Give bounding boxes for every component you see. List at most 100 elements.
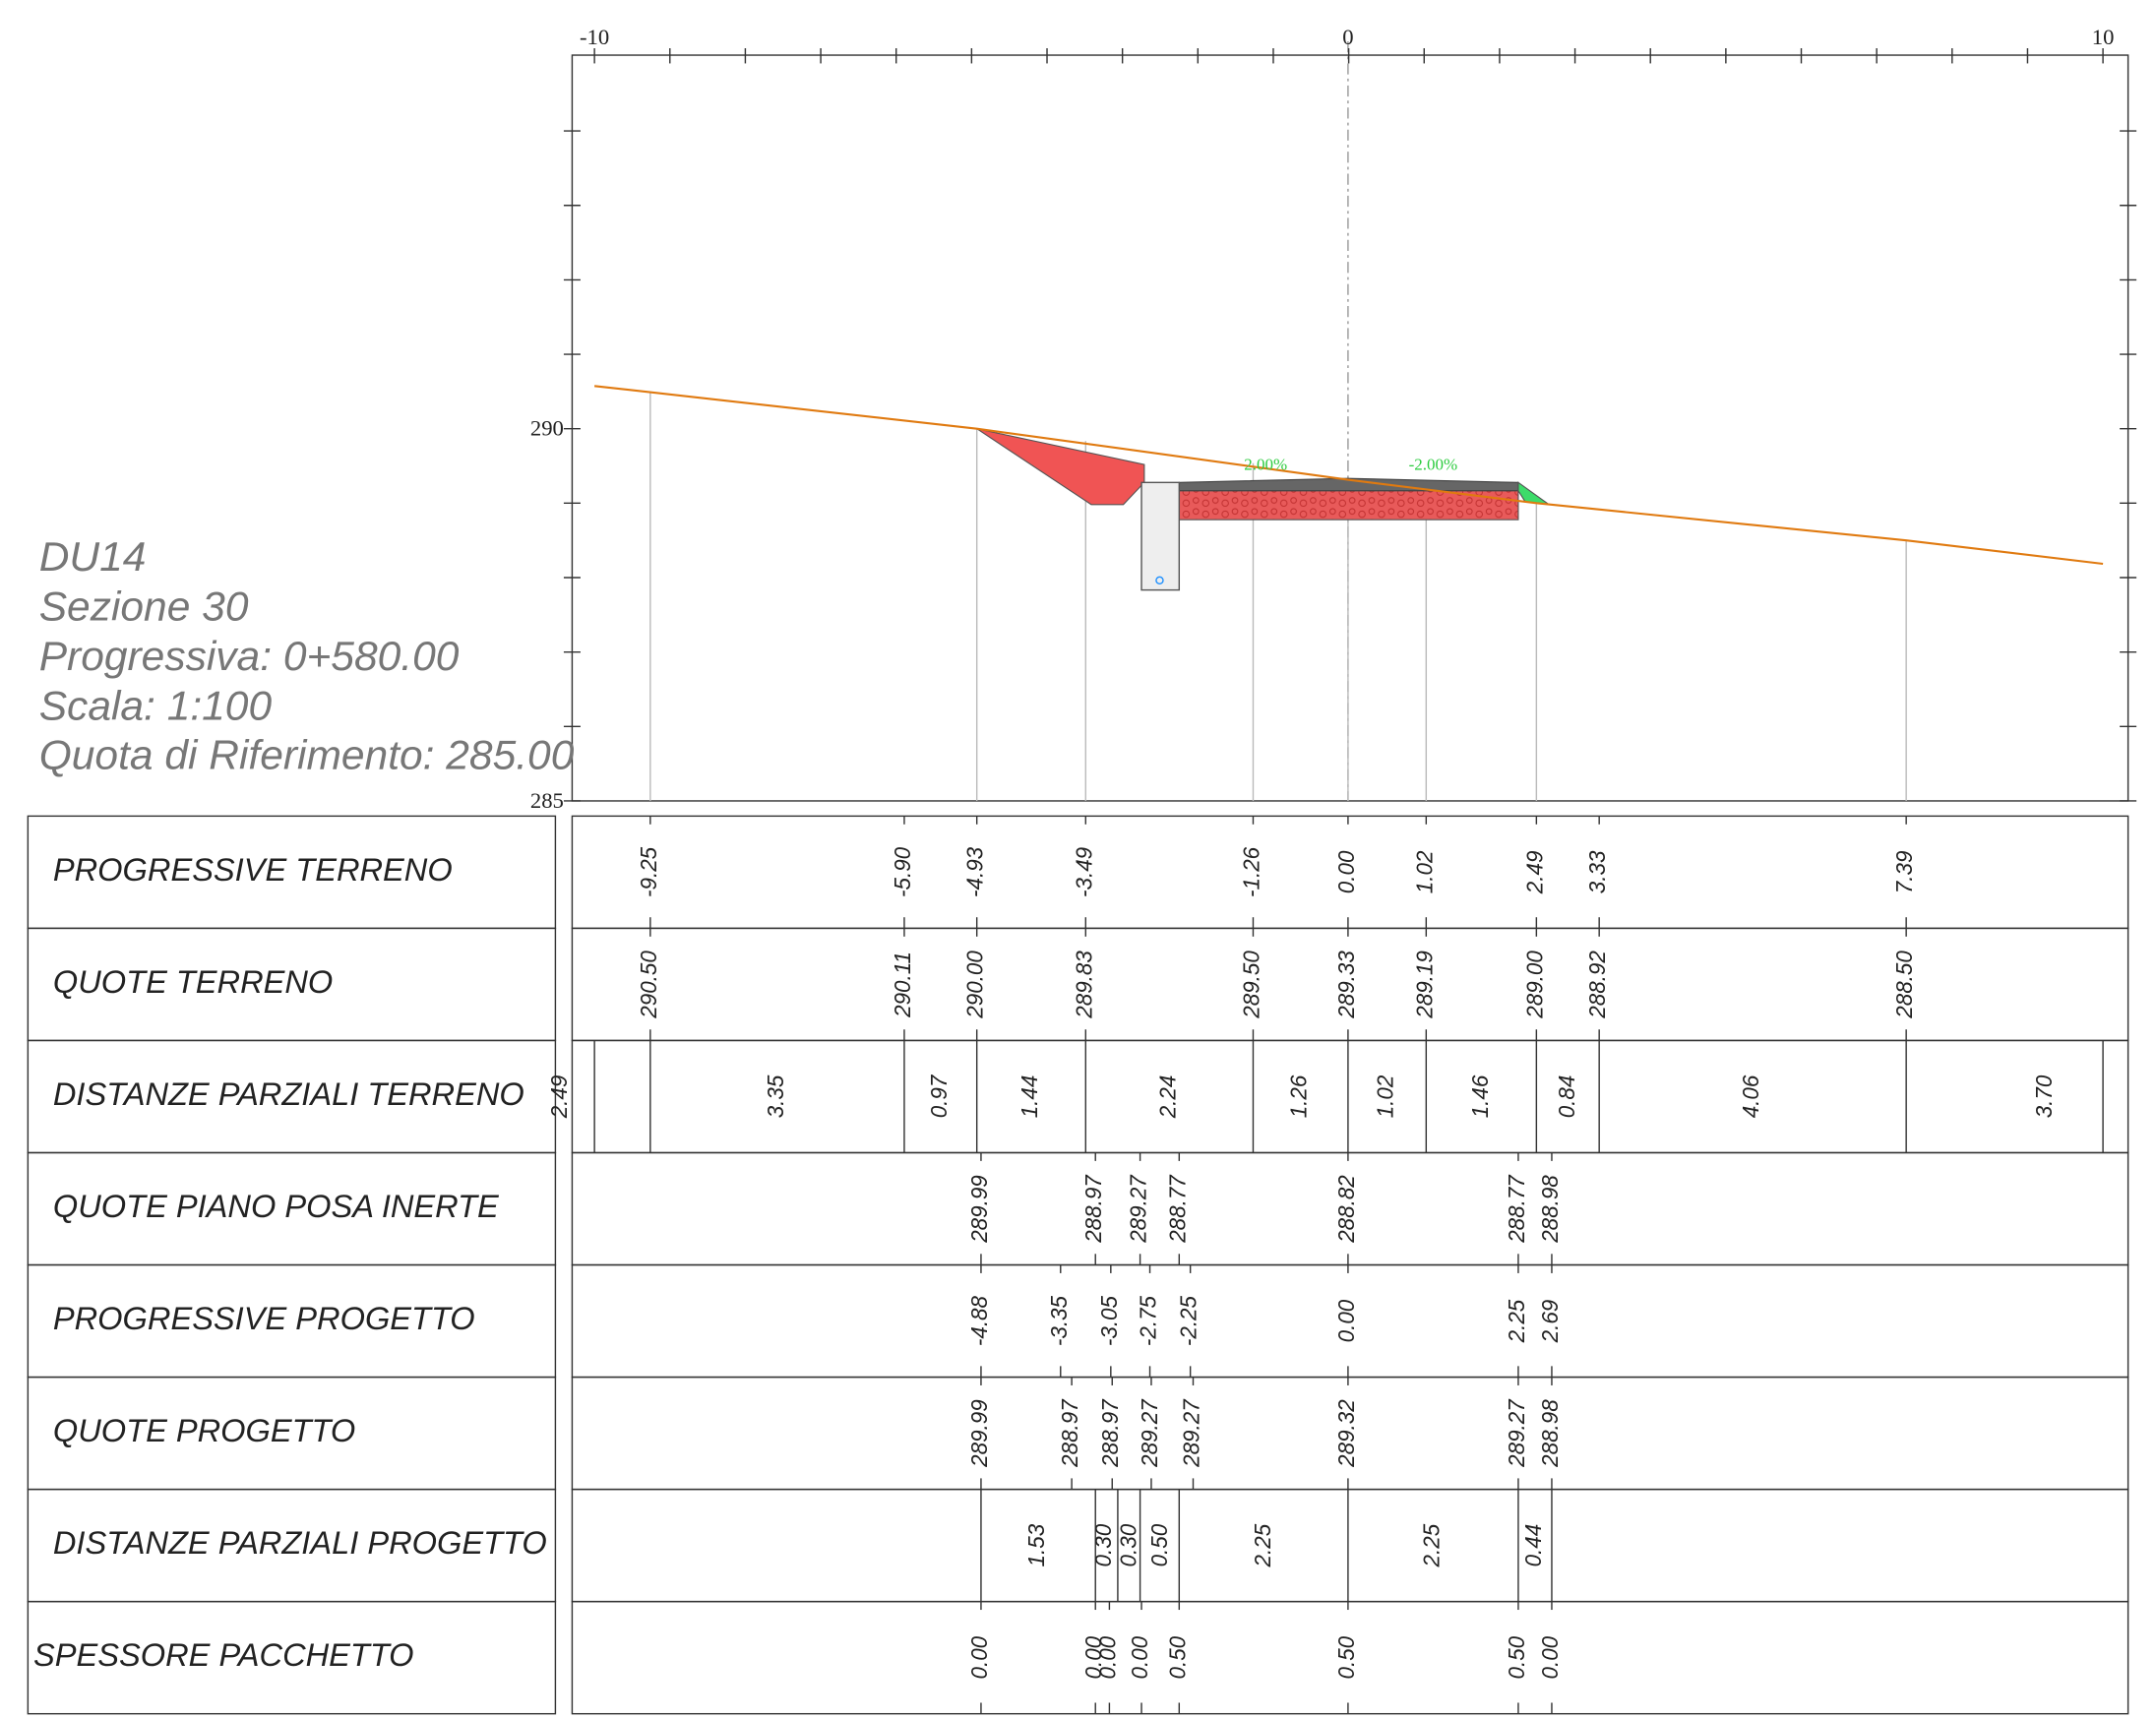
row-value: 289.27 [1179, 1398, 1203, 1468]
row-label: QUOTE TERRENO [53, 964, 333, 1000]
info-line: DU14 [39, 533, 147, 580]
row-value: 290.50 [637, 951, 661, 1019]
vertical-lines [649, 393, 1907, 801]
row-value: 288.77 [1505, 1174, 1529, 1244]
row-value: 289.99 [967, 1175, 992, 1244]
row-value: 289.83 [1072, 951, 1096, 1019]
row-value: 0.50 [1147, 1523, 1172, 1566]
row-value-cell [571, 1488, 2129, 1603]
row-value: 288.77 [1165, 1174, 1190, 1244]
row-value: 0.00 [1334, 1299, 1359, 1342]
row-label: DISTANZE PARZIALI TERRENO [53, 1076, 524, 1112]
row-value: 290.00 [963, 951, 988, 1019]
row-value: 0.00 [1334, 850, 1359, 893]
row-value: 288.97 [1058, 1398, 1082, 1468]
cut-area [976, 428, 1145, 506]
x-axis-label: 0 [1342, 25, 1353, 49]
info-line: Progressiva: 0+580.00 [39, 633, 460, 679]
terrain-line [594, 385, 2104, 566]
row-value: -2.25 [1177, 1296, 1201, 1347]
curb [1140, 481, 1181, 591]
base-layer [1178, 490, 1519, 521]
row-value: -9.25 [637, 846, 661, 897]
row-label: DISTANZE PARZIALI PROGETTO [53, 1525, 547, 1561]
row-value: -3.35 [1047, 1296, 1072, 1347]
row-value: 2.25 [1505, 1299, 1529, 1343]
row-value-cell [571, 1600, 2129, 1715]
row-value: 0.50 [1505, 1635, 1529, 1679]
plot-frame [571, 54, 2129, 802]
ticks [563, 48, 2137, 802]
row-value: 288.98 [1538, 1175, 1563, 1244]
row-value: 0.00 [1081, 1635, 1106, 1679]
slope-label: 2.00% [1244, 456, 1287, 474]
row-value: 3.35 [764, 1074, 788, 1118]
row-value-cell [571, 1039, 2129, 1154]
row-value: -3.49 [1072, 846, 1096, 897]
row-value: 1.02 [1373, 1074, 1397, 1118]
data-table: PROGRESSIVE TERRENO -9.25 -5.90 -4.93 -3.49 -… [27, 815, 2129, 1715]
row-value: 2.25 [1419, 1523, 1444, 1567]
row-label: PROGRESSIVE PROGETTO [53, 1301, 475, 1336]
row-value: 288.97 [1081, 1174, 1106, 1244]
row-value: 0.30 [1117, 1523, 1141, 1566]
row-value: 288.98 [1538, 1399, 1563, 1468]
row-value: -4.93 [963, 846, 988, 897]
row-value: 0.00 [1538, 1635, 1563, 1679]
row-value: 0.84 [1555, 1075, 1579, 1119]
drain [1155, 576, 1164, 585]
row-value: 2.49 [1522, 850, 1547, 894]
row-value: 290.11 [891, 952, 915, 1018]
row-value: 289.50 [1239, 951, 1263, 1019]
row-value: 3.70 [2032, 1074, 2057, 1118]
row-value: 1.46 [1468, 1074, 1493, 1118]
row-value: 0.50 [1165, 1635, 1190, 1679]
row-value: -5.90 [891, 846, 915, 897]
row-value: 289.27 [1505, 1398, 1529, 1468]
row-value: 4.06 [1739, 1074, 1763, 1118]
slope-label: -2.00% [1409, 456, 1458, 474]
row-value: 1.44 [1017, 1075, 1042, 1119]
row-value: 7.39 [1892, 850, 1917, 893]
x-axis-label: 10 [2092, 25, 2115, 49]
row-value: -3.05 [1097, 1296, 1122, 1347]
info-line: Quota di Riferimento: 285.00 [39, 732, 575, 778]
row-value: 2.49 [547, 1074, 572, 1119]
row-value: 2.69 [1538, 1299, 1563, 1343]
x-axis-label: -10 [580, 25, 609, 49]
row-value: 2.24 [1155, 1075, 1180, 1120]
row-label-cell [27, 1600, 557, 1715]
row-value: 289.00 [1522, 951, 1547, 1019]
row-label: QUOTE PIANO POSA INERTE [53, 1189, 499, 1224]
row-label: PROGRESSIVE TERRENO [53, 852, 453, 888]
row-value: 289.32 [1334, 1399, 1359, 1468]
row-label: SPESSORE PACCHETTO [33, 1637, 414, 1673]
row-value: 1.02 [1412, 850, 1437, 893]
row-value: 288.92 [1585, 951, 1610, 1019]
row-label: QUOTE PROGETTO [53, 1413, 355, 1448]
row-value: -4.88 [967, 1296, 992, 1347]
row-value: 288.82 [1334, 1175, 1359, 1244]
row-value: 0.97 [927, 1074, 952, 1118]
row-value: 2.25 [1251, 1523, 1275, 1567]
row-value: -1.26 [1239, 846, 1263, 897]
row-value: 288.50 [1892, 951, 1917, 1019]
row-value: 289.19 [1412, 951, 1437, 1019]
row-value: 0.00 [1095, 1635, 1120, 1679]
row-value: 1.26 [1287, 1074, 1312, 1118]
row-value: 289.27 [1126, 1174, 1150, 1244]
row-value: 0.00 [967, 1635, 992, 1679]
row-value: 0.00 [1128, 1635, 1152, 1679]
row-value: 0.50 [1334, 1635, 1359, 1679]
row-value: 0.30 [1091, 1523, 1116, 1566]
y-axis-label: 285 [530, 788, 564, 813]
row-value: 289.99 [967, 1399, 992, 1468]
row-value: 3.33 [1585, 850, 1610, 893]
info-line: Sezione 30 [39, 583, 249, 630]
row-value: 289.33 [1334, 951, 1359, 1019]
row-value: 288.97 [1098, 1398, 1123, 1468]
y-axis-label: 290 [530, 416, 564, 441]
row-value: -2.75 [1136, 1296, 1160, 1347]
